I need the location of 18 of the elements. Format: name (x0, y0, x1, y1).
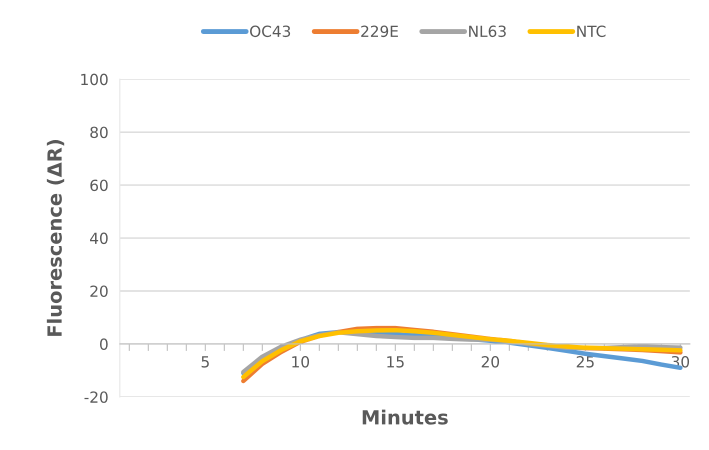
legend-label: OC43 (250, 26, 290, 38)
x-tick-label: 15 (387, 356, 404, 368)
x-axis-title: Minutes (362, 410, 448, 425)
y-tick-label: 0 (100, 338, 108, 350)
y-tick-label: 20 (90, 285, 108, 298)
y-tick-label: 100 (81, 74, 108, 86)
x-tick-label: 20 (482, 356, 500, 368)
y-tick-label: 80 (90, 126, 108, 138)
x-tick-label: 5 (202, 356, 209, 368)
y-tick-label: 40 (90, 232, 108, 244)
legend-label: 229E (361, 26, 398, 38)
y-axis-title: Fluorescence (ΔR) (46, 140, 64, 336)
legend-label: NTC (577, 26, 606, 38)
y-tick-label: -20 (84, 391, 108, 403)
legend-label: NL63 (469, 26, 506, 38)
x-tick-label: 10 (292, 356, 310, 368)
y-tick-label: 60 (90, 180, 108, 192)
x-tick-label: 25 (576, 356, 594, 368)
